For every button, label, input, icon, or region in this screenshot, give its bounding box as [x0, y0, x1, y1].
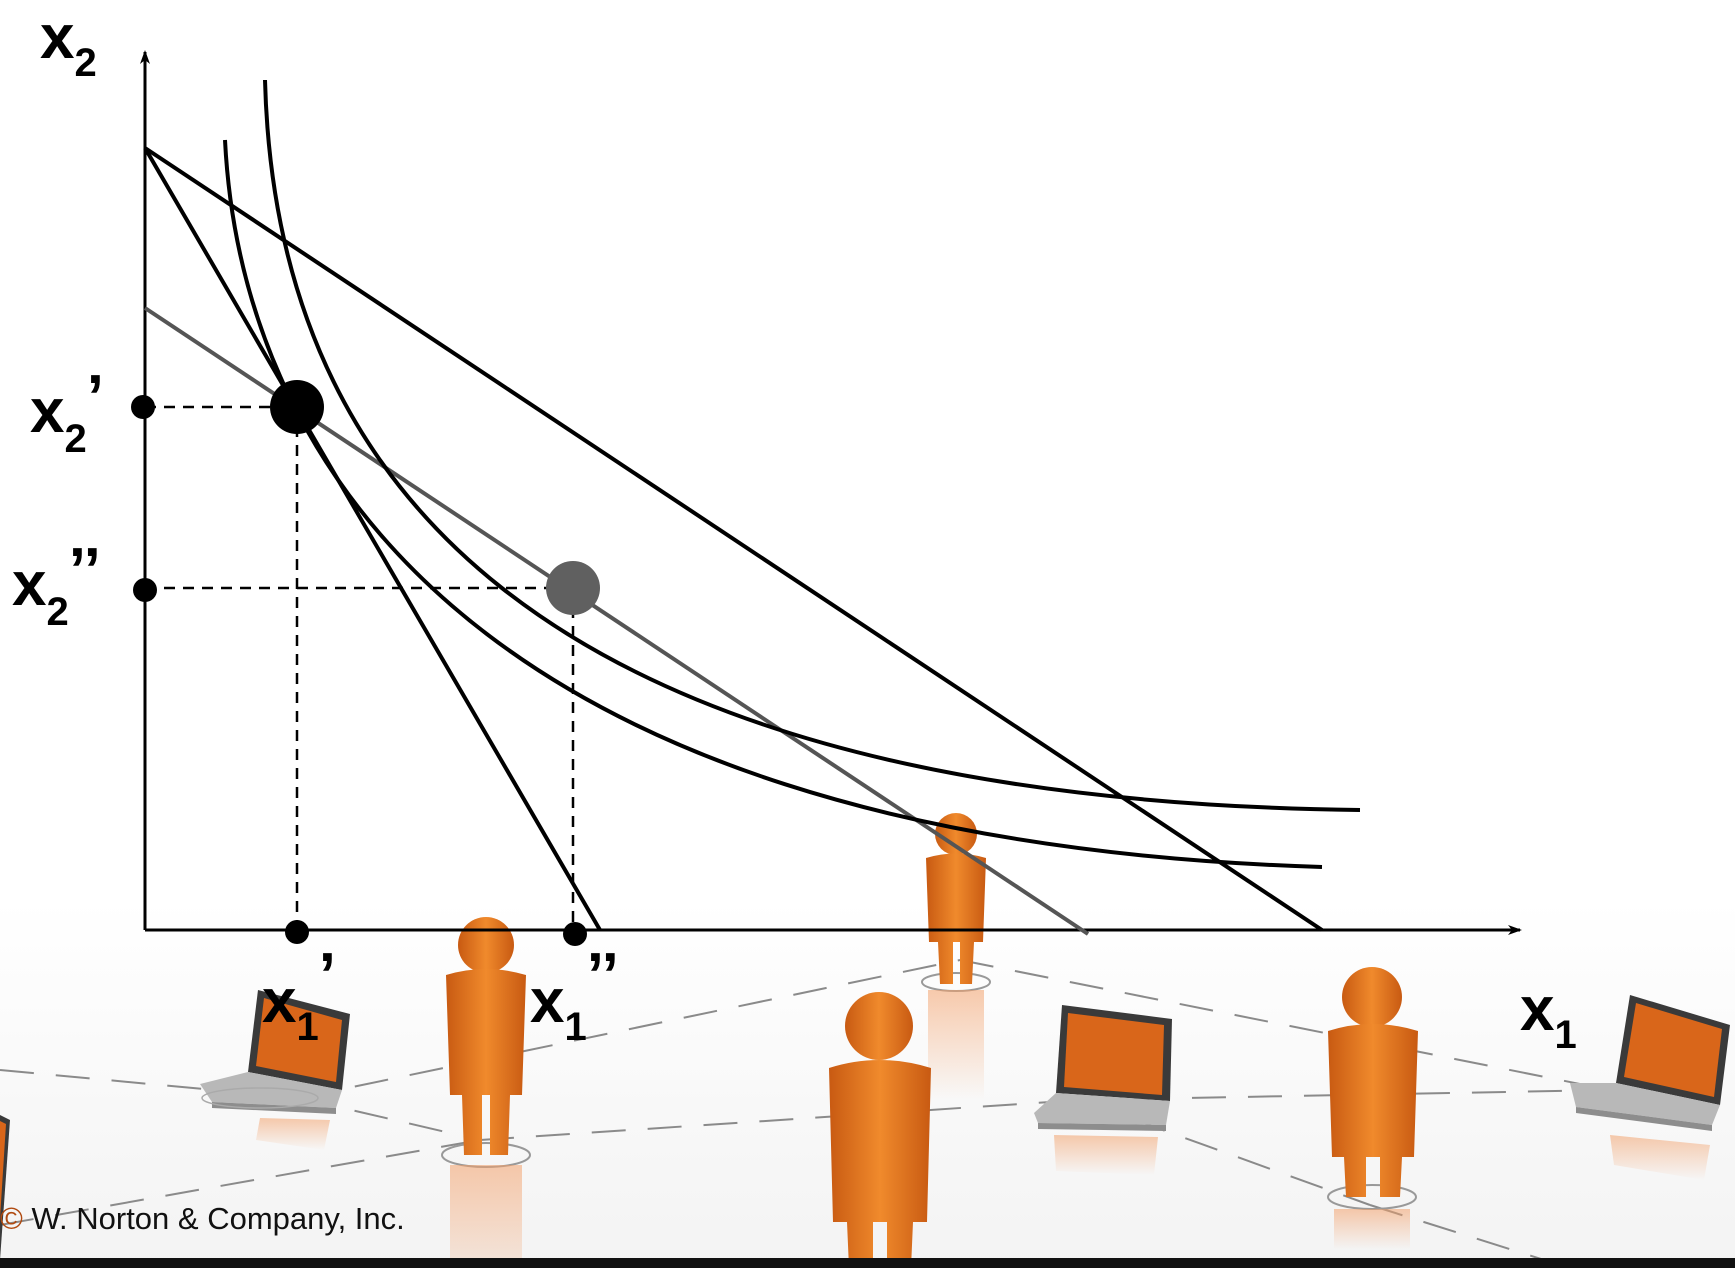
compensated-bundle-point: [546, 561, 600, 615]
budget-line-outer: [143, 146, 1324, 932]
tick-dot-x1-double-prime: [563, 922, 587, 946]
laptop-icon: [1034, 1005, 1172, 1175]
indifference-curve-higher: [263, 79, 1361, 812]
person-figure-icon: [829, 992, 931, 1268]
person-figure-icon: [921, 813, 991, 1100]
x-axis-label: x1: [1520, 975, 1577, 1057]
background-scene: [0, 813, 1735, 1268]
y-axis-label: x2: [40, 3, 97, 85]
optimal-bundle-point: [270, 380, 324, 434]
tick-label-x2-prime: x2’: [30, 363, 104, 461]
tick-label-x1-double-prime: x1’’: [530, 941, 619, 1049]
tick-dot-x2-prime: [131, 395, 155, 419]
tick-label-x1-prime: x1’: [262, 941, 336, 1049]
person-figure-icon: [1327, 967, 1418, 1249]
laptop-icon: [1570, 995, 1730, 1180]
bottom-bar: [0, 1258, 1735, 1268]
diagram: x2 x1 x2’ x2’’ x1’ x1’’: [12, 3, 1577, 1057]
laptop-icon: [200, 990, 350, 1150]
dashed-guides: [145, 405, 575, 930]
copyright-text: © W. Norton & Company, Inc.: [0, 1201, 405, 1236]
indifference-curve-lower: [223, 139, 1323, 869]
budget-line-steep: [143, 146, 602, 932]
laptop-icon: [0, 1115, 10, 1260]
tick-label-x2-double-prime: x2’’: [12, 536, 101, 634]
person-figure-icon: [441, 917, 531, 1268]
tick-dot-x2-double-prime: [133, 578, 157, 602]
tick-dot-x1-prime: [285, 920, 309, 944]
